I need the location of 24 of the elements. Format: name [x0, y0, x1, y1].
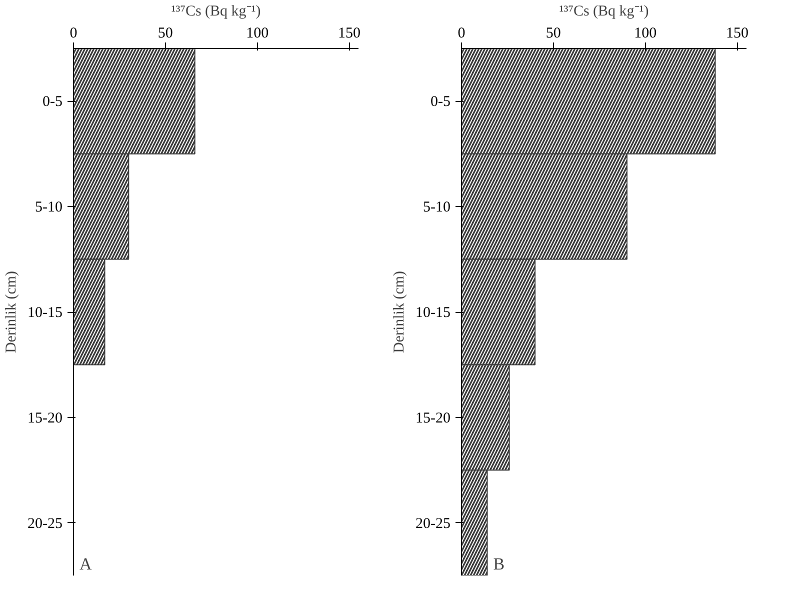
- x-tick-label: 150: [338, 26, 361, 42]
- x-axis-title: ¹³⁷Cs (Bq kg⁻¹): [559, 4, 649, 20]
- y-tick-label: 20-25: [28, 516, 63, 532]
- x-tick-label: 100: [634, 26, 657, 42]
- x-tick-label: 0: [458, 26, 466, 42]
- y-tick-label: 10-15: [28, 305, 63, 321]
- x-tick-label: 150: [726, 26, 749, 42]
- annotation: B: [493, 554, 505, 574]
- x-tick-label: 100: [246, 26, 269, 42]
- y-axis-title: Derinlik (cm): [4, 270, 20, 354]
- x-tick-label: 50: [158, 26, 173, 42]
- y-axis-title: Derinlik (cm): [392, 270, 408, 354]
- y-tick-label: 0-5: [430, 94, 451, 110]
- y-tick-label: 5-10: [35, 200, 63, 216]
- annotation: A: [80, 554, 92, 574]
- y-tick-label: 15-20: [416, 410, 451, 426]
- y-tick-label: 20-25: [416, 516, 451, 532]
- y-tick-label: 5-10: [423, 200, 451, 216]
- x-tick-label: 50: [546, 26, 561, 42]
- y-tick-label: 10-15: [416, 305, 451, 321]
- x-axis-title: ¹³⁷Cs (Bq kg⁻¹): [171, 4, 261, 20]
- x-tick-label: 0: [70, 26, 78, 42]
- y-tick-label: 0-5: [42, 94, 63, 110]
- y-tick-label: 15-20: [28, 410, 63, 426]
